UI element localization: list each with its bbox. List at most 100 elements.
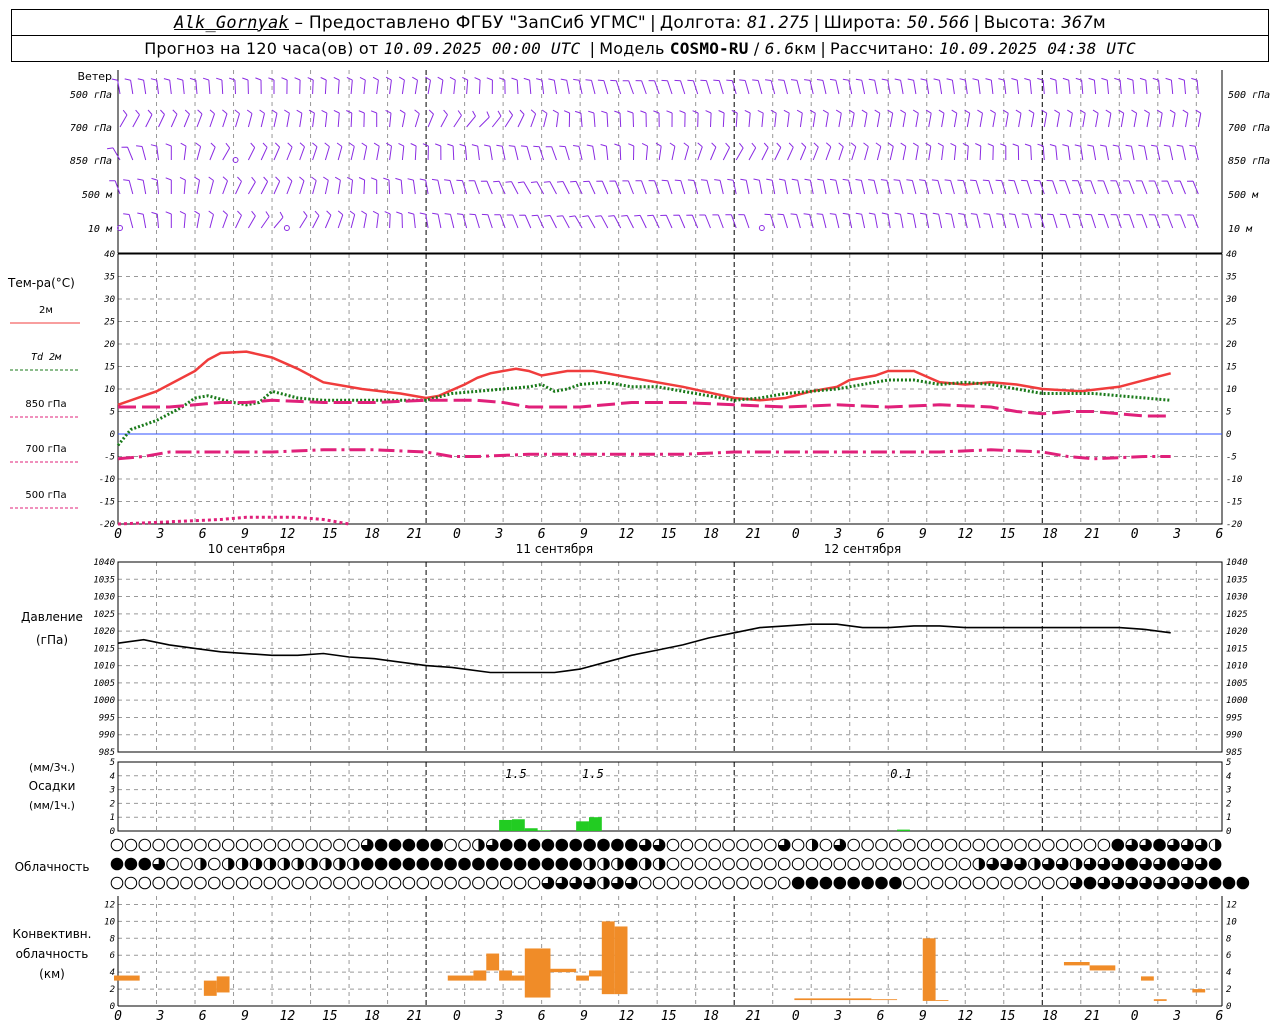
cloud-symbol-three-quarter	[1195, 858, 1207, 870]
temp-xtick: 15	[1000, 527, 1016, 542]
cloud-symbol-three-quarter	[1181, 877, 1194, 889]
convective-bar	[1089, 965, 1116, 971]
wind-barb	[440, 109, 448, 128]
model-label: Модель	[599, 39, 665, 58]
cloud-symbol	[499, 857, 513, 871]
precip-bar	[511, 819, 525, 831]
wind-barb	[533, 145, 545, 161]
wind-barb	[700, 79, 711, 95]
wind-barb	[648, 180, 660, 195]
wind-barb	[247, 142, 256, 161]
wind-barb	[469, 213, 480, 229]
wind-barb	[435, 143, 442, 161]
press-ytick-left: 1020	[93, 627, 115, 637]
wind-barb	[907, 212, 917, 229]
cloud-symbol	[805, 857, 819, 871]
cloud-symbol	[444, 876, 457, 890]
cloud-symbol	[1083, 876, 1097, 890]
wind-title: Ветер	[78, 70, 112, 83]
cloud-symbol	[333, 838, 346, 852]
wind-barb	[242, 77, 249, 95]
wind-barb	[1087, 144, 1097, 161]
wind-barb	[107, 147, 121, 161]
wind-barb	[977, 109, 983, 128]
wind-barb	[796, 109, 803, 128]
wind-barb	[1074, 144, 1084, 161]
wind-barb	[222, 176, 228, 195]
convective-bar	[1192, 989, 1206, 993]
wind-barb	[1097, 180, 1109, 195]
resolution-unit: км	[794, 39, 817, 58]
wind-barb	[132, 109, 140, 128]
wind-barb	[774, 142, 782, 161]
temp-xtick: 0	[114, 527, 122, 542]
wind-barb	[752, 79, 763, 95]
press-ytick-right: 1035	[1226, 575, 1248, 585]
wind-barb	[946, 78, 955, 95]
wind-barb	[985, 78, 994, 95]
wind-barb	[508, 145, 519, 161]
wind-barb	[653, 110, 660, 128]
precip-ytick-left: 5	[110, 758, 115, 768]
conv-xtick: 12	[619, 1009, 635, 1024]
wind-barb	[855, 179, 866, 195]
wind-barb	[718, 110, 725, 128]
wind-barb	[286, 142, 293, 161]
altitude-value: 367	[1061, 12, 1093, 33]
temp-day-label: 10 сентября	[208, 542, 285, 556]
wind-barb	[1176, 144, 1186, 161]
cloud-symbol	[1125, 857, 1138, 871]
model-name: COSMO-RU	[669, 39, 749, 58]
press-ytick-left: 1015	[93, 644, 115, 654]
wind-barb	[165, 177, 172, 194]
wind-barb	[1015, 109, 1022, 128]
wind-barb	[1174, 214, 1186, 229]
cloud-symbol-three-quarter	[542, 877, 554, 889]
press-ytick-right: 1025	[1226, 610, 1248, 620]
wind-barb	[346, 76, 353, 95]
press-ytick-right: 1015	[1226, 644, 1248, 654]
wind-barb	[222, 142, 231, 161]
cloud-symbol	[208, 838, 221, 852]
wind-barb	[570, 180, 583, 195]
cloud-symbol	[110, 838, 124, 852]
wind-barb	[1028, 109, 1035, 128]
conv-xtick: 0	[453, 1009, 461, 1024]
cloud-symbol-half	[603, 858, 610, 870]
wind-barb	[552, 109, 559, 128]
wind-barb	[229, 77, 236, 95]
wind-barb	[888, 142, 894, 161]
temp-xtick: 21	[1085, 527, 1101, 542]
conv-ylabel-2: облачность	[16, 947, 89, 961]
wind-barb	[803, 213, 814, 229]
wind-barb	[260, 211, 270, 229]
precip-ytick-left: 1	[110, 813, 115, 823]
cloud-symbol	[764, 838, 777, 852]
wind-barb	[208, 210, 214, 229]
wind-barb	[674, 79, 686, 95]
wind-barb	[1118, 109, 1125, 128]
cloud-symbol	[249, 876, 263, 890]
conv-xtick: 6	[538, 1009, 546, 1024]
convective-bar	[216, 976, 230, 993]
wind-barb	[868, 212, 878, 229]
cloud-symbol	[764, 876, 777, 890]
latitude-label: Широта:	[823, 12, 902, 33]
cloud-symbol-half	[353, 858, 360, 870]
wind-barb	[766, 178, 776, 195]
conv-ytick-right: 6	[1226, 951, 1231, 961]
wind-barb	[311, 176, 317, 195]
cloud-symbol	[333, 876, 346, 890]
conv-xtick: 15	[322, 1009, 338, 1024]
wind-barb	[710, 142, 717, 161]
wind-barb	[480, 180, 493, 195]
wind-barb	[1163, 144, 1174, 161]
conv-xtick: 21	[407, 1009, 423, 1024]
wind-barb	[517, 181, 532, 195]
cloud-symbol	[499, 838, 513, 852]
wind-barb	[583, 180, 596, 195]
convective-bar	[486, 953, 500, 971]
wind-barb	[881, 78, 891, 95]
cloud-symbol	[1236, 876, 1250, 890]
wind-barb	[628, 143, 635, 161]
